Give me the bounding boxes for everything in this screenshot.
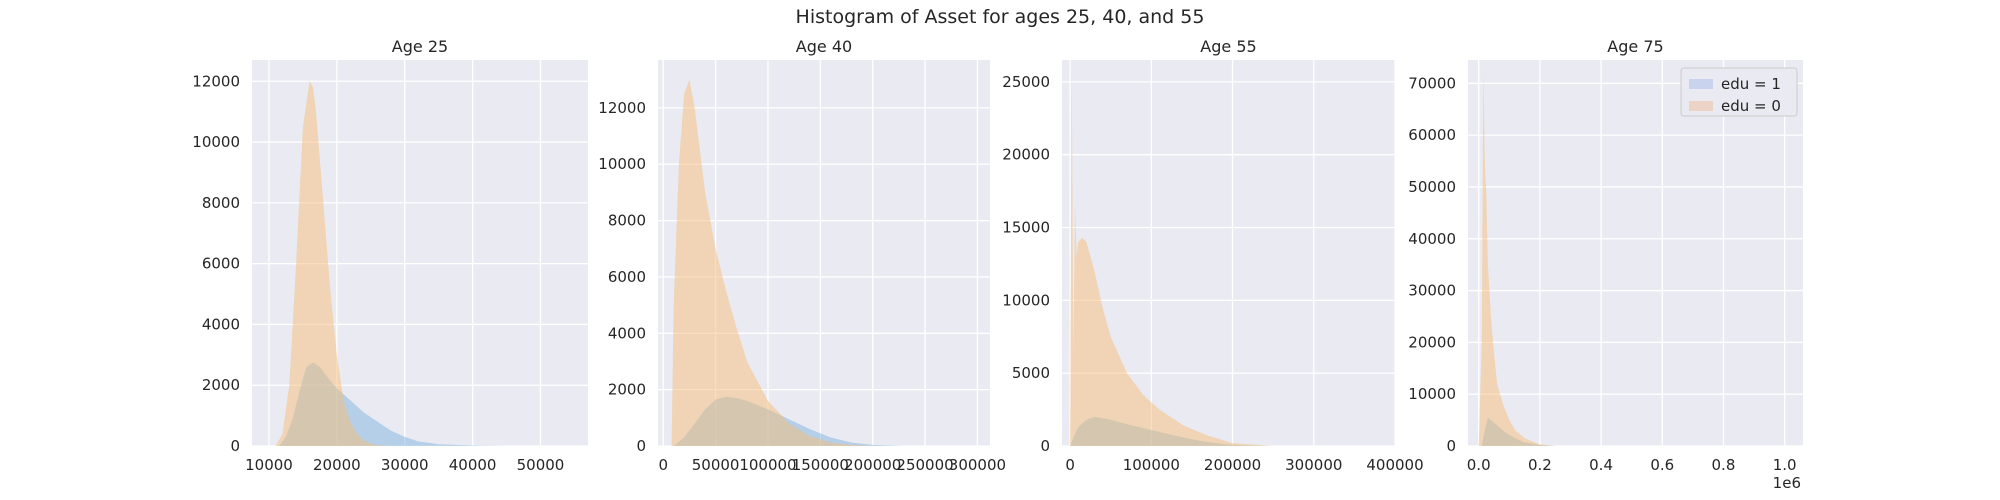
plot-area [1468, 60, 1803, 446]
y-tick-label: 4000 [608, 324, 646, 342]
y-tick-label: 0 [1040, 437, 1050, 455]
y-tick-label: 25000 [1002, 73, 1050, 91]
legend-label: edu = 1 [1721, 75, 1781, 93]
figure-title: Histogram of Asset for ages 25, 40, and … [795, 6, 1205, 28]
y-tick-label: 60000 [1408, 126, 1456, 144]
legend: edu = 1 edu = 0 [1680, 67, 1798, 117]
x-tick-label: 100000 [739, 456, 796, 474]
panel-4: 0 10000 20000 30000 40000 50000 60000 70000 0.0 0… [1408, 37, 1803, 492]
x-tick-label: 30000 [381, 456, 429, 474]
legend-swatch [1689, 79, 1713, 89]
histogram-series-edu0 [1070, 67, 1274, 447]
legend-label: edu = 0 [1721, 97, 1781, 115]
y-tick-label: 40000 [1408, 230, 1456, 248]
x-tick-label: 50000 [517, 456, 565, 474]
panel-title: Age 40 [796, 37, 852, 56]
y-tick-label: 5000 [1012, 364, 1050, 382]
y-tick-label: 12000 [598, 99, 646, 117]
x-tick-label: 0.0 [1467, 456, 1491, 474]
x-tick-label: 0.4 [1589, 456, 1613, 474]
x-tick-label: 40000 [449, 456, 497, 474]
y-tick-label: 30000 [1408, 282, 1456, 300]
histogram-series-edu0 [671, 79, 873, 446]
y-tick-label: 0 [636, 437, 646, 455]
x-tick-label: 200000 [1204, 456, 1261, 474]
y-tick-label: 70000 [1408, 74, 1456, 92]
y-tick-label: 0 [1446, 437, 1456, 455]
y-tick-label: 50000 [1408, 178, 1456, 196]
y-tick-label: 15000 [1002, 219, 1050, 237]
histogram-series-edu0 [275, 81, 392, 447]
panel-title: Age 25 [392, 37, 448, 56]
x-tick-label: 250000 [896, 456, 953, 474]
y-tick-label: 8000 [202, 194, 240, 212]
y-tick-label: 12000 [192, 72, 240, 90]
x-tick-label: 300000 [1285, 456, 1342, 474]
x-tick-label: 400000 [1366, 456, 1423, 474]
y-tick-label: 10000 [192, 133, 240, 151]
x-tick-label: 100000 [1123, 456, 1180, 474]
y-tick-label: 20000 [1002, 146, 1050, 164]
y-tick-label: 6000 [202, 255, 240, 273]
x-tick-label: 20000 [313, 456, 361, 474]
y-tick-label: 2000 [608, 381, 646, 399]
x-tick-label: 200000 [844, 456, 901, 474]
panel-title: Age 75 [1607, 37, 1663, 56]
panel-1: 0 2000 4000 6000 8000 10000 12000 10000 20000 300… [192, 37, 588, 474]
x-tick-label: 150000 [792, 456, 849, 474]
histogram-series-edu0 [1478, 73, 1556, 446]
panel-3: 0 5000 10000 15000 20000 25000 0 100000 200000 30… [1002, 37, 1423, 474]
y-tick-label: 20000 [1408, 333, 1456, 351]
x-tick-label: 300000 [949, 456, 1006, 474]
x-tick-label: 0.6 [1650, 456, 1674, 474]
y-tick-label: 6000 [608, 268, 646, 286]
y-tick-label: 2000 [202, 376, 240, 394]
x-tick-label: 0 [658, 456, 668, 474]
x-tick-label: 0.8 [1712, 456, 1736, 474]
y-tick-label: 10000 [1408, 385, 1456, 403]
y-tick-label: 10000 [1002, 291, 1050, 309]
x-tick-label: 50000 [692, 456, 740, 474]
panel-2: 0 2000 4000 6000 8000 10000 12000 0 50000 1000001… [598, 37, 1006, 474]
x-tick-label: 10000 [245, 456, 293, 474]
x-tick-label: 1.0 [1773, 456, 1797, 474]
y-tick-label: 4000 [202, 315, 240, 333]
y-tick-label: 8000 [608, 212, 646, 230]
y-tick-label: 0 [230, 437, 240, 455]
x-axis-offset-label: 1e6 [1773, 474, 1801, 492]
y-tick-label: 10000 [598, 155, 646, 173]
panel-title: Age 55 [1200, 37, 1256, 56]
x-tick-label: 0.2 [1528, 456, 1552, 474]
legend-swatch [1689, 101, 1713, 111]
x-tick-label: 0 [1065, 456, 1075, 474]
